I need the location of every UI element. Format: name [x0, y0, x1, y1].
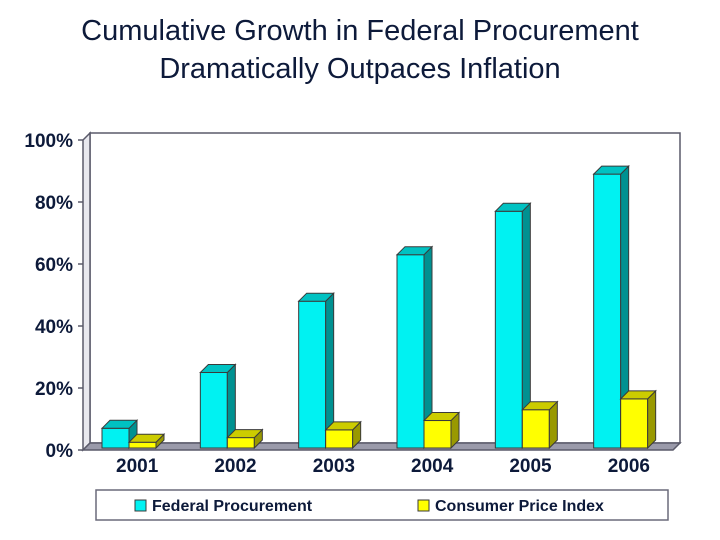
plot-side-wall [82, 131, 91, 452]
bar-consumer-price-index-2004 [422, 411, 461, 450]
legend-label: Consumer Price Index [435, 498, 604, 515]
x-tick-label: 2002 [214, 456, 256, 477]
y-tick-label: 40% [35, 317, 73, 338]
legend-swatch [417, 499, 430, 512]
bar-consumer-price-index-2005 [521, 400, 559, 450]
chart-title: Cumulative Growth in Federal Procurement… [0, 12, 720, 88]
bar-federal-procurement-2002 [199, 363, 237, 450]
bars [100, 164, 657, 450]
y-tick-label: 60% [35, 255, 73, 276]
bar-federal-procurement-2003 [297, 291, 335, 450]
x-tick-label: 2001 [116, 456, 159, 477]
plot-back-wall [89, 132, 681, 444]
bar-federal-procurement-2005 [494, 202, 532, 450]
legend-item-federal-procurement: Federal Procurement [134, 498, 313, 515]
bar-consumer-price-index-2006 [619, 389, 657, 450]
x-tick-label: 2003 [313, 456, 355, 477]
x-tick-label: 2005 [509, 456, 552, 477]
bar-federal-procurement-2004 [395, 245, 434, 450]
bar-federal-procurement-2006 [592, 164, 630, 450]
x-tick-label: 2006 [608, 456, 650, 477]
bar-consumer-price-index-2002 [226, 428, 264, 450]
bar-consumer-price-index-2003 [324, 420, 362, 450]
chart-title-line-2: Dramatically Outpaces Inflation [159, 53, 561, 85]
plot-floor [81, 442, 682, 451]
y-axis-ticks: 0% 20% 40% 60% 80% 100% [24, 131, 83, 462]
x-axis-labels: 2001 2002 2003 2004 2005 2006 [116, 456, 650, 477]
y-tick-label: 80% [35, 193, 73, 214]
y-tick-label: 0% [46, 441, 74, 462]
y-tick-label: 100% [24, 131, 73, 152]
legend: Federal Procurement Consumer Price Index [95, 489, 669, 521]
legend-swatch [134, 499, 147, 512]
plot-frame [81, 131, 682, 452]
chart-title-line-1: Cumulative Growth in Federal Procurement [81, 15, 639, 47]
bar-consumer-price-index-2001 [127, 433, 166, 450]
legend-label: Federal Procurement [152, 498, 313, 515]
x-tick-label: 2004 [411, 456, 454, 477]
legend-item-consumer-price-index: Consumer Price Index [417, 498, 604, 515]
legend-box [95, 489, 669, 521]
y-tick-label: 20% [35, 379, 73, 400]
